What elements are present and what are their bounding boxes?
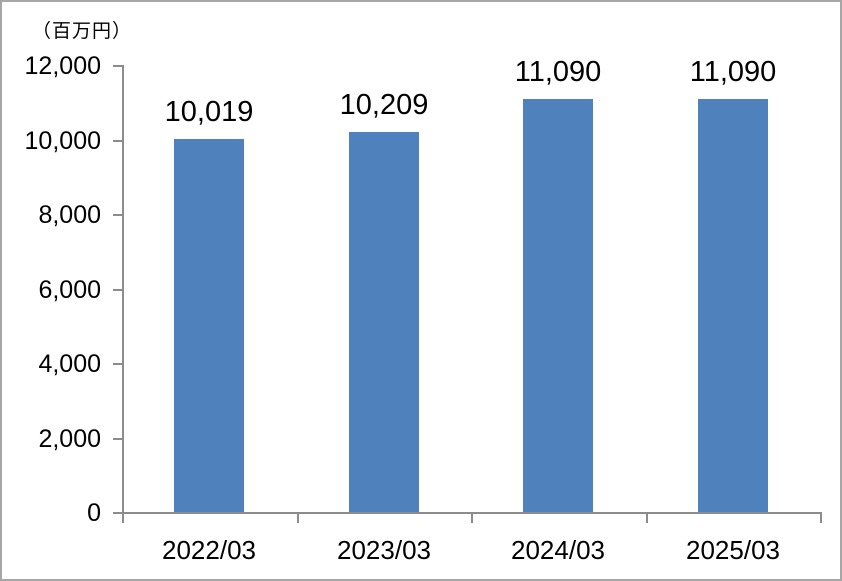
y-axis-tick: [113, 139, 122, 142]
axis-unit-label: （百万円）: [32, 21, 133, 42]
y-axis-tick: [113, 288, 122, 291]
y-axis-tick-label: 2,000: [38, 424, 101, 453]
x-axis-category-label-2022-03: 2022/03: [162, 535, 256, 565]
y-axis-tick: [113, 437, 122, 440]
bar-value-label-2024-03: 11,090: [514, 56, 602, 88]
x-axis-tick: [296, 514, 299, 523]
x-axis-tick: [471, 514, 473, 523]
y-axis-tick: [113, 214, 122, 216]
y-axis-tick-label: 0: [87, 499, 101, 527]
y-axis-tick-label: 6,000: [38, 275, 101, 304]
bar-2023-03: [349, 132, 419, 512]
x-axis-category-label-2024-03: 2024/03: [511, 535, 605, 565]
y-axis-line: [122, 65, 124, 512]
bar-value-label-2023-03: 10,209: [339, 89, 429, 121]
bar-2024-03: [523, 99, 593, 512]
bar-value-label-2022-03: 10,019: [164, 96, 254, 128]
x-axis-category-label-2025-03: 2025/03: [686, 535, 780, 565]
bar-2022-03: [174, 139, 244, 512]
y-axis-tick-label: 8,000: [38, 201, 101, 229]
y-axis-tick: [113, 65, 122, 67]
x-axis-tick: [820, 514, 822, 523]
bar-2025-03: [698, 99, 768, 512]
x-axis-category-label-2023-03: 2023/03: [337, 535, 431, 565]
y-axis-tick-label: 4,000: [38, 350, 101, 378]
bar-value-label-2025-03: 11,090: [689, 56, 777, 88]
y-axis-tick: [113, 512, 122, 514]
y-axis-tick-label: 12,000: [24, 52, 101, 80]
x-axis-line: [122, 512, 822, 514]
x-axis-tick: [122, 514, 124, 523]
y-axis-tick-label: 10,000: [24, 126, 101, 155]
y-axis-tick: [113, 363, 122, 365]
x-axis-tick: [645, 514, 648, 523]
